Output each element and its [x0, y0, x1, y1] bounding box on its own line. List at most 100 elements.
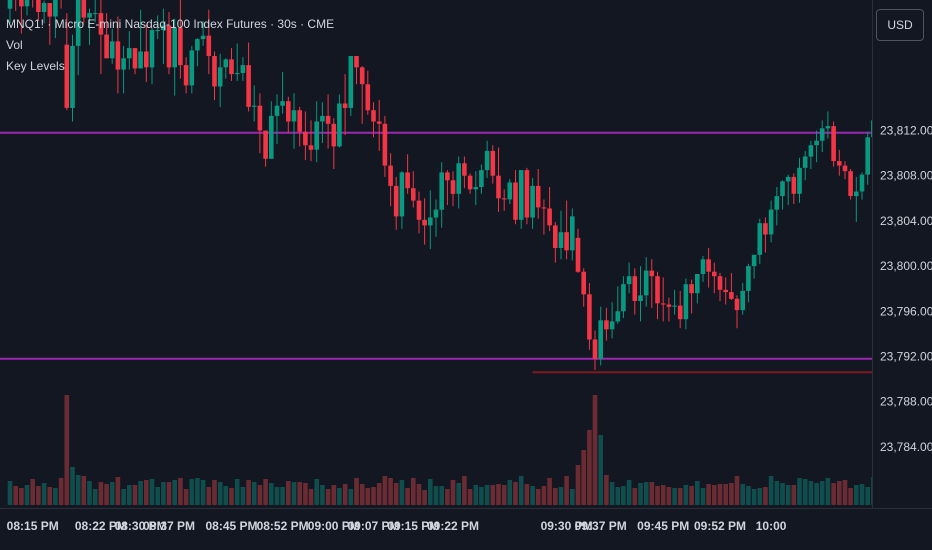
volume-bar	[161, 482, 166, 505]
volume-bar	[928, 488, 932, 505]
candle-body	[598, 320, 603, 359]
candle-body	[456, 163, 461, 194]
volume-bar	[393, 483, 399, 505]
volume-bar	[791, 485, 797, 505]
candle-body	[81, 0, 87, 18]
candle-body	[814, 140, 819, 146]
volume-bar	[206, 487, 212, 505]
candle-body	[831, 126, 836, 162]
volume-bar	[58, 478, 64, 505]
x-tick-label: 09:07 PM	[347, 519, 399, 533]
candle-body	[819, 128, 825, 141]
volume-bar	[729, 483, 734, 505]
volume-bar	[399, 480, 405, 505]
volume-bar	[768, 476, 774, 505]
candle-body	[280, 101, 285, 106]
volume-bar	[155, 487, 160, 505]
candle-body	[513, 182, 518, 220]
candle-body	[132, 48, 138, 69]
candle-body	[490, 150, 496, 176]
candle-body	[325, 115, 331, 124]
candle-body	[104, 34, 109, 59]
volume-bar	[660, 485, 666, 505]
volume-bar	[24, 485, 30, 505]
indicator-key-levels[interactable]: Key Levels	[6, 59, 65, 73]
x-tick-label: 08:22 PM	[75, 519, 127, 533]
volume-bar	[677, 488, 683, 505]
volume-bar	[911, 482, 916, 505]
volume-bar	[700, 488, 706, 505]
x-tick-label: 10:00	[756, 519, 787, 533]
candle-body	[41, 3, 47, 12]
volume-bar	[825, 478, 831, 505]
volume-bar	[416, 484, 422, 505]
candle-body	[195, 39, 200, 51]
candle-body	[19, 0, 24, 7]
x-tick-label: 09:45 PM	[637, 519, 689, 533]
volume-bar	[490, 485, 496, 505]
y-tick-label: 23,808.00	[880, 169, 932, 183]
candle-body	[677, 305, 683, 320]
candle-body	[376, 121, 382, 124]
volume-bar	[98, 482, 104, 505]
volume-bar	[291, 482, 297, 505]
volume-bar	[234, 479, 240, 505]
volume-bar	[64, 395, 70, 505]
volume-bar	[121, 489, 126, 505]
volume-bar	[439, 486, 444, 505]
volume-bar	[859, 484, 865, 505]
candle-body	[348, 56, 354, 108]
volume-bar	[746, 486, 751, 505]
volume-bar	[831, 483, 836, 505]
candle-body	[439, 172, 444, 210]
volume-bar	[797, 478, 802, 505]
volume-bar	[223, 486, 229, 505]
indicator-vol[interactable]: Vol	[6, 38, 23, 52]
volume-bar	[524, 484, 530, 505]
candle-body	[791, 176, 797, 194]
volume-bar	[609, 482, 615, 505]
candle-body	[609, 321, 615, 330]
volume-bar	[734, 476, 740, 505]
volume-bar	[877, 484, 882, 505]
candle-body	[127, 48, 132, 59]
currency-button[interactable]: USD	[876, 9, 924, 41]
candle-body	[501, 198, 507, 200]
candle-body	[274, 105, 280, 116]
candle-body	[331, 123, 337, 147]
candle-body	[802, 156, 808, 168]
volume-bar	[672, 488, 677, 505]
candle-body	[547, 208, 552, 226]
volume-bar	[780, 483, 785, 505]
candle-body	[575, 237, 581, 272]
volume-bar	[592, 395, 598, 505]
volume-bar	[246, 480, 251, 505]
volume-bar	[632, 488, 638, 505]
volume-bar	[251, 482, 257, 505]
candle-body	[240, 65, 246, 73]
volume-bar	[257, 485, 263, 505]
volume-bar	[638, 483, 643, 505]
candle-body	[780, 181, 785, 197]
candle-body	[308, 145, 314, 150]
candle-body	[877, 110, 882, 120]
volume-bar	[547, 478, 552, 505]
candle-body	[797, 167, 802, 194]
candle-body	[882, 94, 887, 110]
candle-body	[894, 65, 899, 90]
volume-bar	[518, 476, 524, 505]
candle-body	[286, 101, 291, 122]
x-tick-label: 09:00 PM	[308, 519, 360, 533]
candle-body	[746, 266, 751, 291]
y-tick-label: 23,796.00	[880, 304, 932, 318]
volume-bar	[712, 485, 717, 505]
candle-body	[166, 25, 172, 68]
volume-bar	[359, 484, 365, 505]
candle-body	[865, 137, 870, 175]
volume-bar	[47, 487, 53, 505]
volume-bar	[871, 477, 872, 505]
candle-body	[200, 35, 206, 40]
candle-body	[53, 0, 58, 17]
candle-body	[774, 196, 780, 210]
